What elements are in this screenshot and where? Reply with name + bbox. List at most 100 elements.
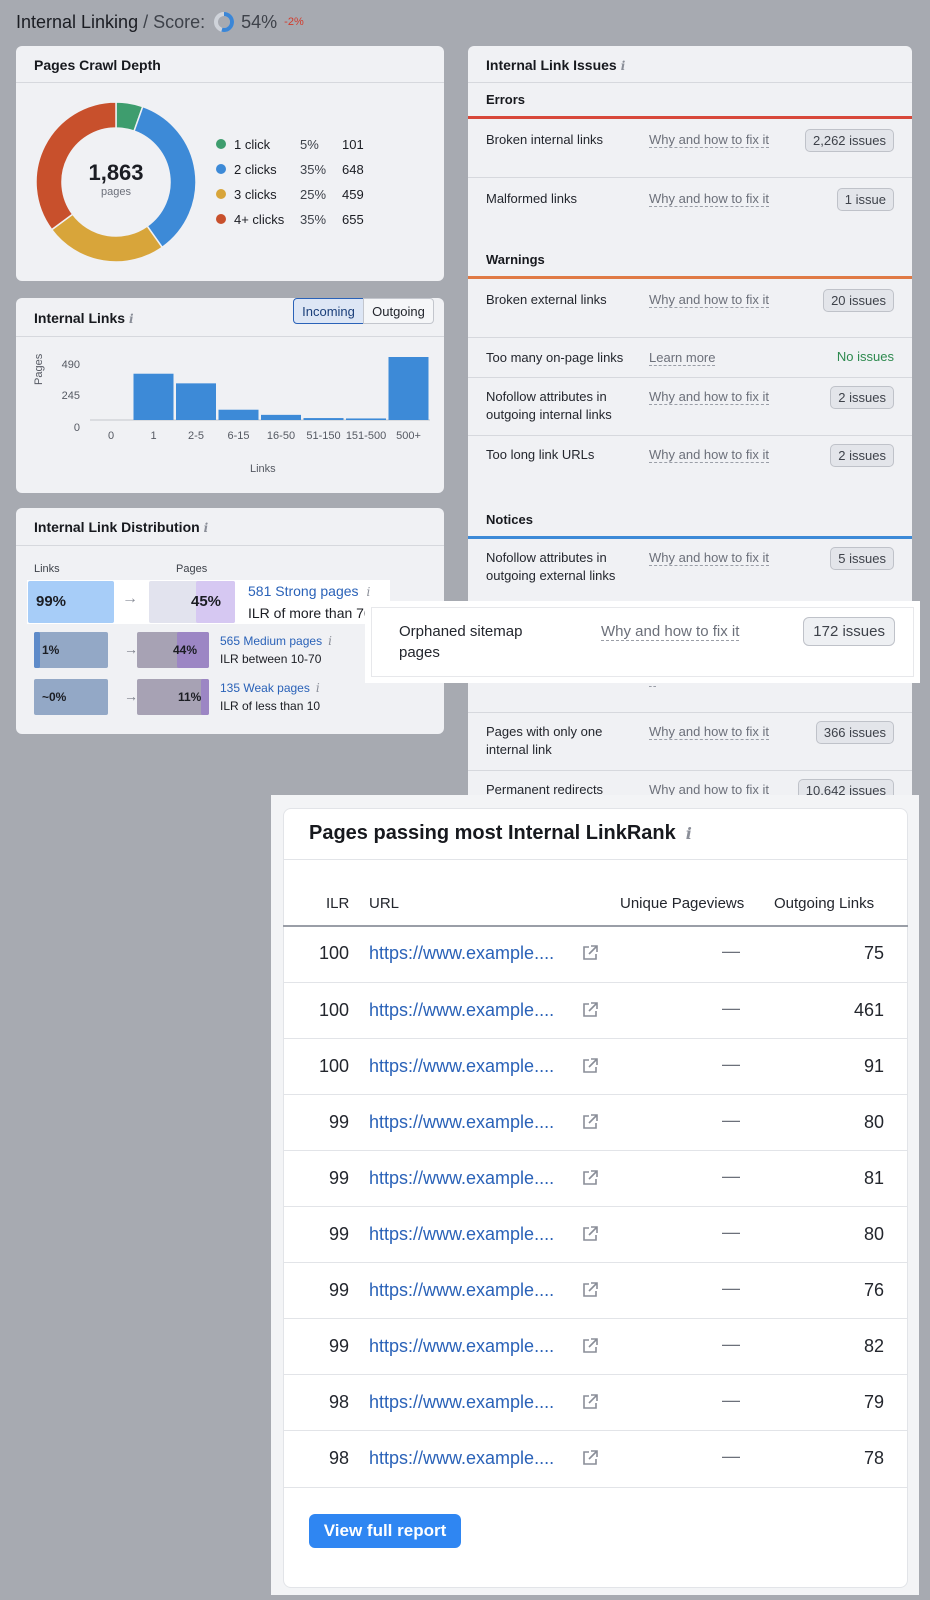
table-row: 99 https://www.example.... — 81 bbox=[283, 1150, 908, 1206]
external-link-icon[interactable] bbox=[581, 1337, 599, 1355]
title-separator: / bbox=[143, 11, 149, 32]
issue-badge[interactable]: 172 issues bbox=[803, 617, 895, 646]
no-issues-label: No issues bbox=[836, 349, 894, 364]
warnings-heading: Warnings bbox=[486, 252, 545, 267]
legend-count: 655 bbox=[342, 211, 364, 227]
legend-label: 3 clicks bbox=[234, 186, 277, 202]
y-tick: 490 bbox=[61, 359, 80, 371]
strong-pages-link[interactable]: 581 Strong pages i bbox=[248, 583, 371, 599]
medium-pages-link[interactable]: 565 Medium pages i bbox=[220, 634, 332, 648]
issue-row: Too long link URLs Why and how to fix it… bbox=[468, 435, 912, 493]
issue-badge[interactable]: 366 issues bbox=[815, 721, 894, 744]
url-link[interactable]: https://www.example.... bbox=[369, 1280, 555, 1300]
issue-badge[interactable]: 20 issues bbox=[823, 289, 894, 312]
why-fix-link[interactable]: Why and how to fix it bbox=[649, 447, 769, 463]
pageviews-cell: — bbox=[722, 1334, 740, 1354]
score-delta: -2% bbox=[284, 16, 304, 28]
bar[interactable] bbox=[346, 418, 386, 420]
toggle-outgoing[interactable]: Outgoing bbox=[363, 298, 434, 324]
external-link-icon[interactable] bbox=[581, 1449, 599, 1467]
bar[interactable] bbox=[388, 357, 429, 420]
external-link-icon[interactable] bbox=[581, 1001, 599, 1019]
url-link[interactable]: https://www.example.... bbox=[369, 1224, 555, 1244]
col-outgoing-links[interactable]: Outgoing Links bbox=[774, 895, 875, 912]
info-icon[interactable]: i bbox=[366, 585, 371, 599]
url-link[interactable]: https://www.example.... bbox=[369, 1448, 555, 1468]
why-fix-link[interactable]: Why and how to fix it bbox=[601, 623, 740, 641]
donut-slice bbox=[35, 101, 117, 231]
score-ring-icon bbox=[214, 12, 235, 32]
table-row: 99 https://www.example.... — 80 bbox=[283, 1094, 908, 1150]
outgoing-links-cell: 80 bbox=[863, 1224, 884, 1244]
why-fix-link[interactable]: Why and how to fix it bbox=[649, 132, 769, 148]
issue-name: Pages with only one internal link bbox=[486, 724, 603, 757]
col-ilr[interactable]: ILR bbox=[326, 895, 350, 912]
external-link-icon[interactable] bbox=[581, 1393, 599, 1411]
bar[interactable] bbox=[133, 373, 174, 420]
y-tick: 245 bbox=[61, 390, 80, 402]
url-link[interactable]: https://www.example.... bbox=[369, 1392, 555, 1412]
bar[interactable] bbox=[176, 383, 216, 420]
view-full-report-button[interactable]: View full report bbox=[309, 1514, 461, 1548]
issue-name: Orphaned sitemap pages bbox=[399, 623, 523, 661]
bar[interactable] bbox=[303, 418, 344, 420]
external-link-icon[interactable] bbox=[581, 1225, 599, 1243]
arrow-icon: → bbox=[122, 590, 138, 607]
info-icon[interactable]: i bbox=[203, 521, 209, 535]
external-link-icon[interactable] bbox=[581, 1169, 599, 1187]
external-link-icon[interactable] bbox=[581, 1281, 599, 1299]
url-link[interactable]: https://www.example.... bbox=[369, 1056, 555, 1076]
ilr-cell: 100 bbox=[318, 1056, 349, 1076]
pages-pct: 44% bbox=[173, 643, 198, 657]
issue-badge[interactable]: 2 issues bbox=[830, 444, 894, 467]
issue-badge[interactable]: 5 issues bbox=[830, 547, 894, 570]
url-link[interactable]: https://www.example.... bbox=[369, 1000, 555, 1020]
links-pct: 99% bbox=[36, 593, 67, 610]
table-row: 98 https://www.example.... — 79 bbox=[283, 1374, 908, 1430]
issue-badge[interactable]: 1 issue bbox=[836, 188, 894, 211]
col-url[interactable]: URL bbox=[369, 895, 400, 912]
toggle-incoming[interactable]: Incoming bbox=[293, 298, 364, 324]
links-pct-fill bbox=[34, 632, 40, 668]
info-icon[interactable]: i bbox=[129, 312, 134, 326]
learn-more-link[interactable]: Learn more bbox=[649, 350, 716, 366]
why-fix-link[interactable]: Why and how to fix it bbox=[649, 782, 769, 798]
url-link[interactable]: https://www.example.... bbox=[369, 1168, 555, 1188]
external-link-icon[interactable] bbox=[581, 1057, 599, 1075]
url-link[interactable]: https://www.example.... bbox=[369, 943, 555, 963]
x-tick-label: 151-500 bbox=[346, 430, 386, 442]
why-fix-link[interactable]: Why and how to fix it bbox=[649, 550, 769, 566]
y-tick: 0 bbox=[73, 422, 80, 434]
outgoing-links-cell: 76 bbox=[863, 1280, 884, 1300]
external-link-icon[interactable] bbox=[581, 944, 599, 962]
issue-name: Permanent redirects bbox=[486, 782, 604, 797]
donut-slice bbox=[50, 213, 164, 263]
url-link[interactable]: https://www.example.... bbox=[369, 1112, 555, 1132]
ilr-cell: 99 bbox=[328, 1336, 349, 1356]
score-label: Score: bbox=[153, 11, 206, 32]
why-fix-link[interactable]: Why and how to fix it bbox=[649, 724, 769, 740]
legend-pct: 35% bbox=[300, 211, 327, 227]
issue-row: Broken internal links Why and how to fix… bbox=[468, 119, 912, 177]
info-icon[interactable]: i bbox=[685, 824, 692, 843]
bar[interactable] bbox=[218, 409, 259, 420]
info-icon[interactable]: i bbox=[328, 634, 332, 648]
external-link-icon[interactable] bbox=[581, 1113, 599, 1131]
table-row: 100 https://www.example.... — 461 bbox=[283, 982, 908, 1038]
info-icon[interactable]: i bbox=[315, 681, 320, 695]
links-pct-box bbox=[34, 679, 108, 715]
why-fix-link[interactable]: Why and how to fix it bbox=[649, 389, 769, 405]
why-fix-link[interactable]: Why and how to fix it bbox=[649, 191, 769, 207]
table-row: 98 https://www.example.... — 78 bbox=[283, 1430, 908, 1486]
col-unique-pageviews[interactable]: Unique Pageviews bbox=[620, 895, 745, 912]
crawl-depth-donut bbox=[35, 101, 197, 263]
bar[interactable] bbox=[261, 414, 301, 420]
outgoing-links-cell: 461 bbox=[853, 1000, 884, 1020]
issue-badge[interactable]: 2,262 issues bbox=[805, 129, 894, 152]
ilr-cell: 99 bbox=[328, 1280, 349, 1300]
info-icon[interactable]: i bbox=[620, 59, 626, 73]
issue-badge[interactable]: 2 issues bbox=[830, 386, 894, 409]
why-fix-link[interactable]: Why and how to fix it bbox=[649, 292, 769, 308]
weak-pages-link[interactable]: 135 Weak pages i bbox=[220, 681, 320, 695]
url-link[interactable]: https://www.example.... bbox=[369, 1336, 555, 1356]
